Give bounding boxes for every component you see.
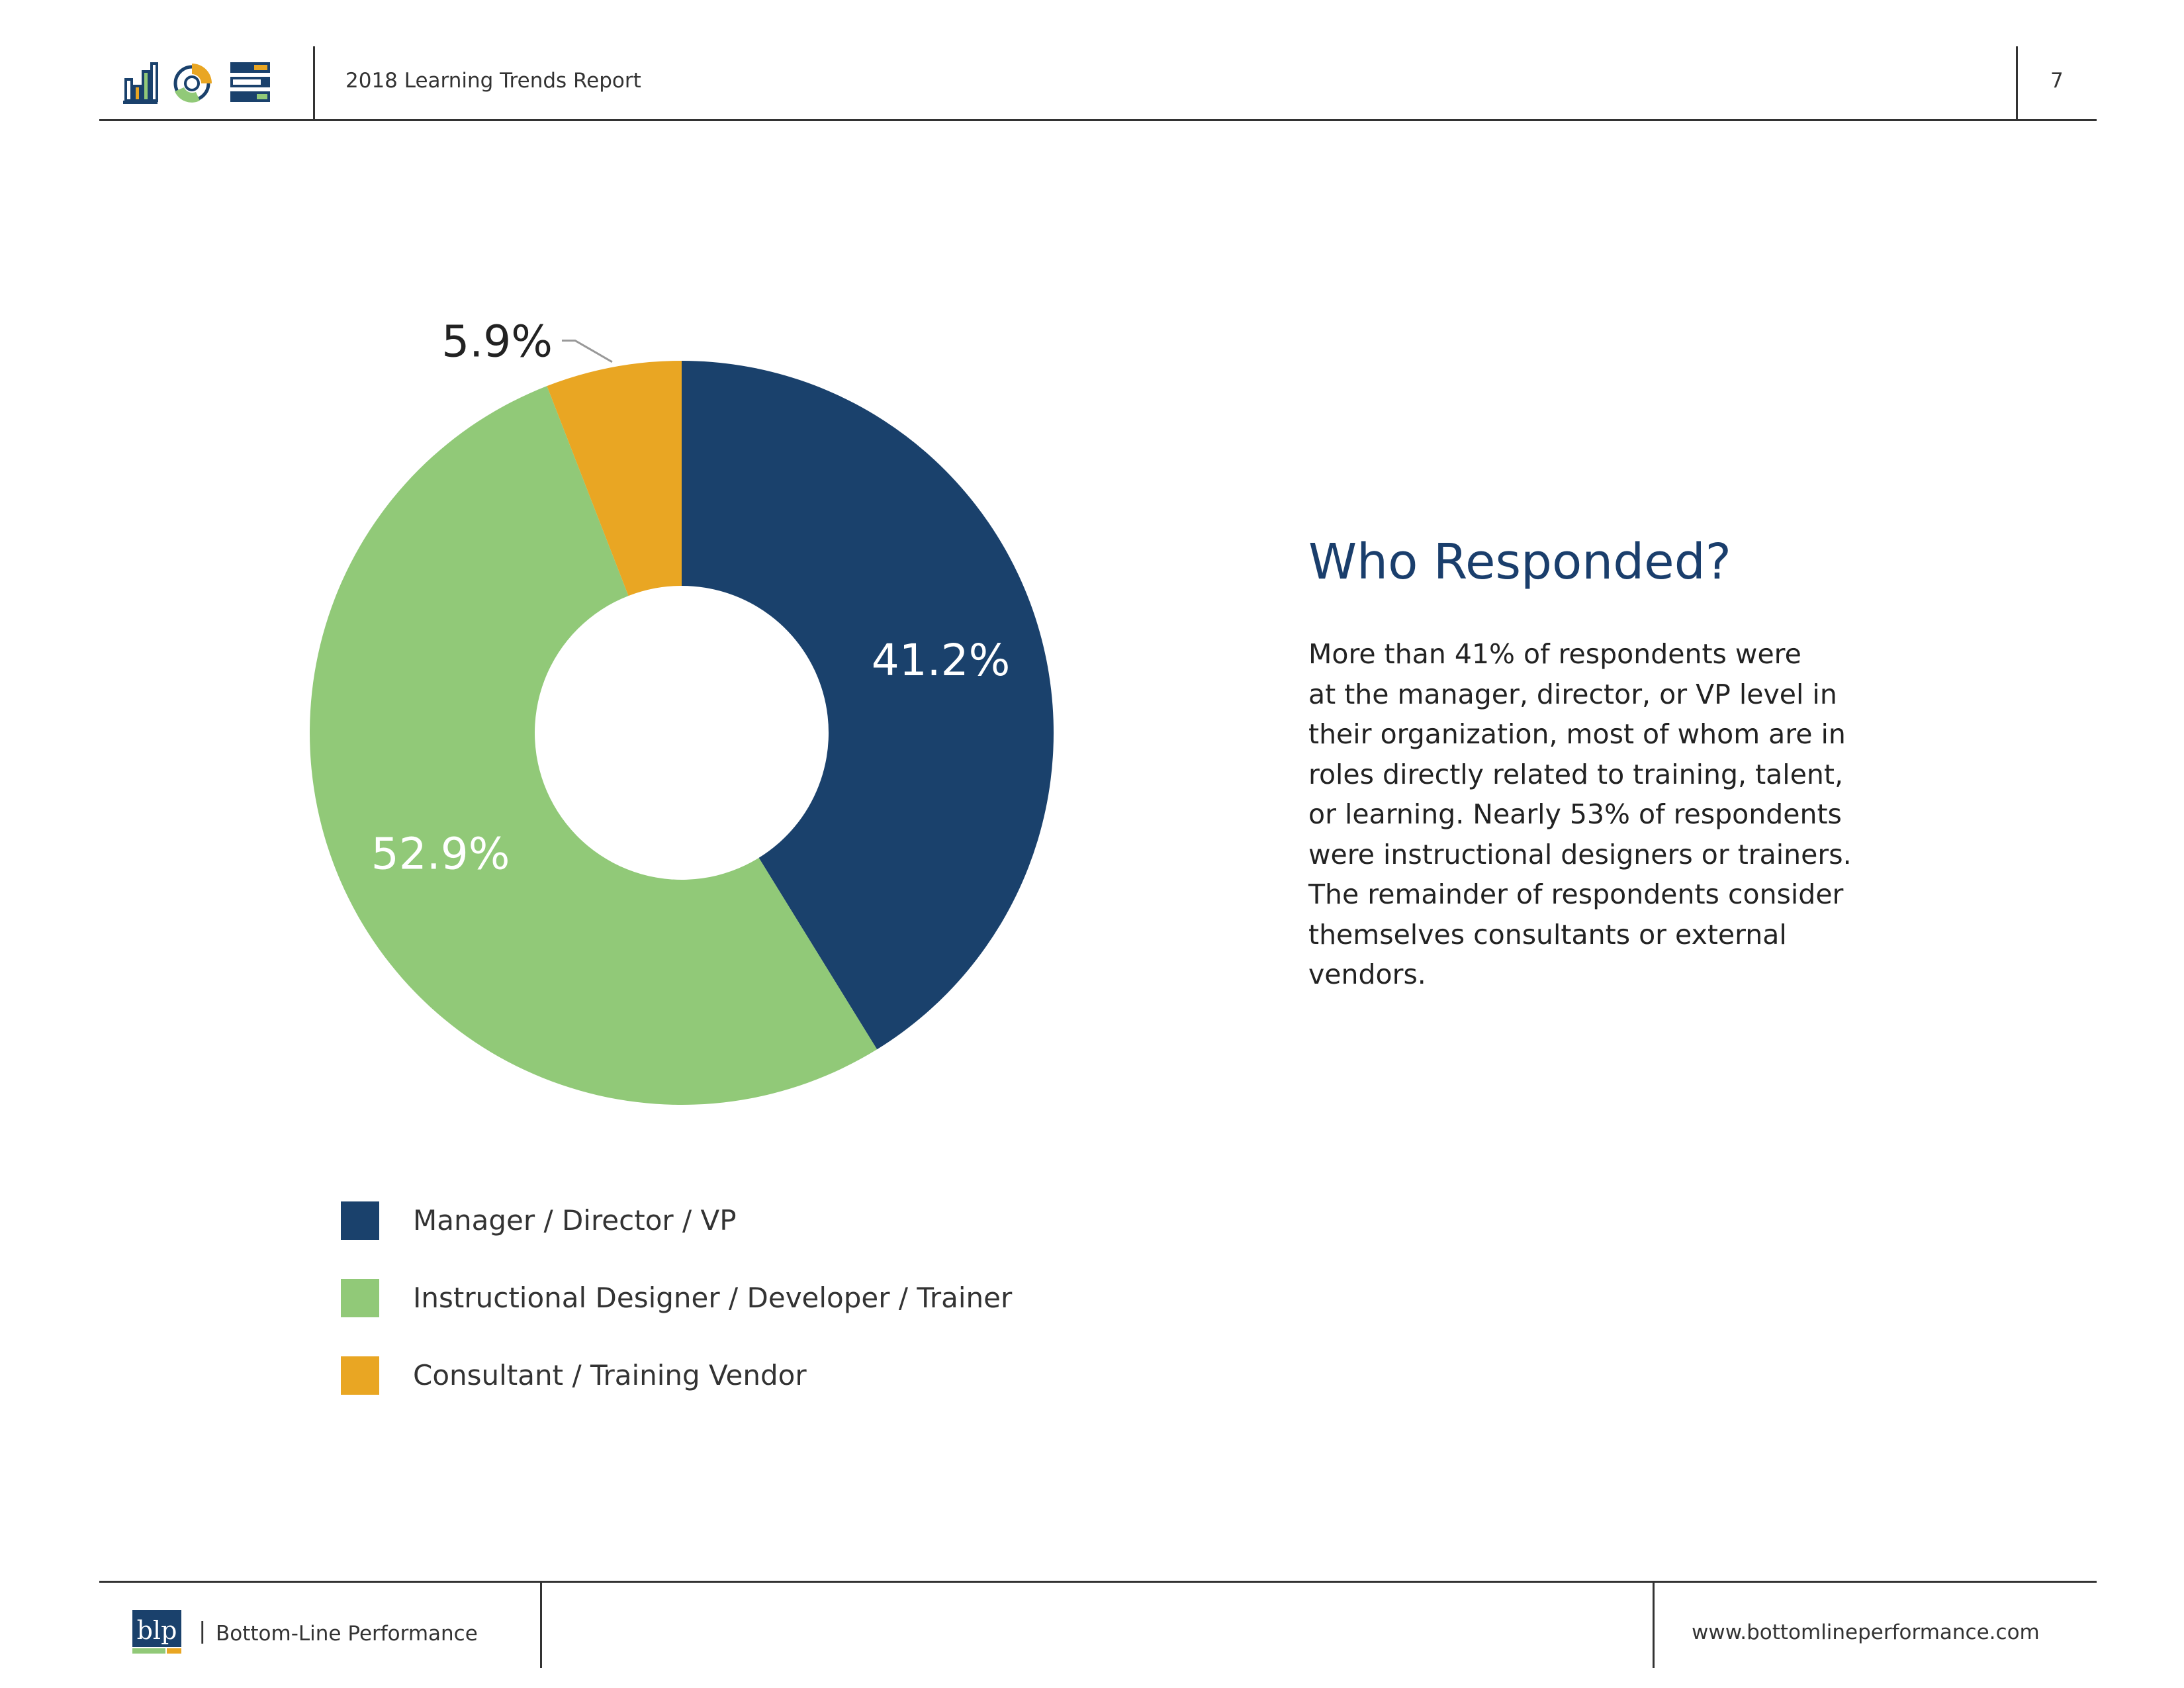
page-number: 7 — [2050, 69, 2064, 93]
donut-slice — [547, 361, 682, 596]
header-icons — [123, 62, 270, 104]
company-name: Bottom-Line Performance — [216, 1622, 478, 1646]
logo-text: blp — [137, 1616, 177, 1645]
website-link[interactable]: www.bottomlineperformance.com — [1692, 1620, 2040, 1644]
body-line: themselves consultants or external — [1308, 918, 1787, 951]
footer-divider — [1653, 1581, 1655, 1668]
body-line: their organization, most of whom are in — [1308, 718, 1846, 750]
body-line: roles directly related to training, tale… — [1308, 758, 1844, 790]
legend-label: Instructional Designer / Developer / Tra… — [413, 1282, 1013, 1314]
donut-slice — [682, 361, 1054, 1050]
header-divider — [313, 46, 315, 120]
bar-chart-icon — [123, 62, 158, 104]
footer-divider — [540, 1581, 542, 1668]
body-line: were instructional designers or trainers… — [1308, 838, 1852, 870]
body-paragraph: More than 41% of respondents were at the… — [1308, 634, 1891, 995]
footer-rule — [99, 1581, 2097, 1583]
legend-swatch — [341, 1356, 379, 1395]
legend-label: Consultant / Training Vendor — [413, 1359, 807, 1391]
slice-label: 5.9% — [441, 316, 553, 367]
leader-line — [561, 339, 613, 363]
header-divider — [2016, 46, 2018, 120]
legend-swatch — [341, 1279, 379, 1317]
donut-chart-icon — [173, 64, 212, 103]
legend-swatch — [341, 1201, 379, 1240]
footer-separator: | — [199, 1618, 206, 1644]
donut-slice — [310, 386, 878, 1105]
legend-label: Manager / Director / VP — [413, 1204, 737, 1237]
body-line: The remainder of respondents consider — [1308, 878, 1844, 910]
body-line: at the manager, director, or VP level in — [1308, 678, 1837, 710]
header-rule — [99, 119, 2097, 121]
slice-label: 52.9% — [371, 828, 510, 879]
body-line: More than 41% of respondents were — [1308, 638, 1801, 670]
body-line: or learning. Nearly 53% of respondents — [1308, 798, 1842, 830]
slice-label: 41.2% — [872, 635, 1011, 686]
body-line: vendors. — [1308, 959, 1426, 990]
list-layout-icon — [230, 62, 270, 102]
section-heading: Who Responded? — [1308, 534, 1731, 590]
blp-logo: blp — [132, 1610, 181, 1654]
report-title: 2018 Learning Trends Report — [345, 69, 641, 93]
